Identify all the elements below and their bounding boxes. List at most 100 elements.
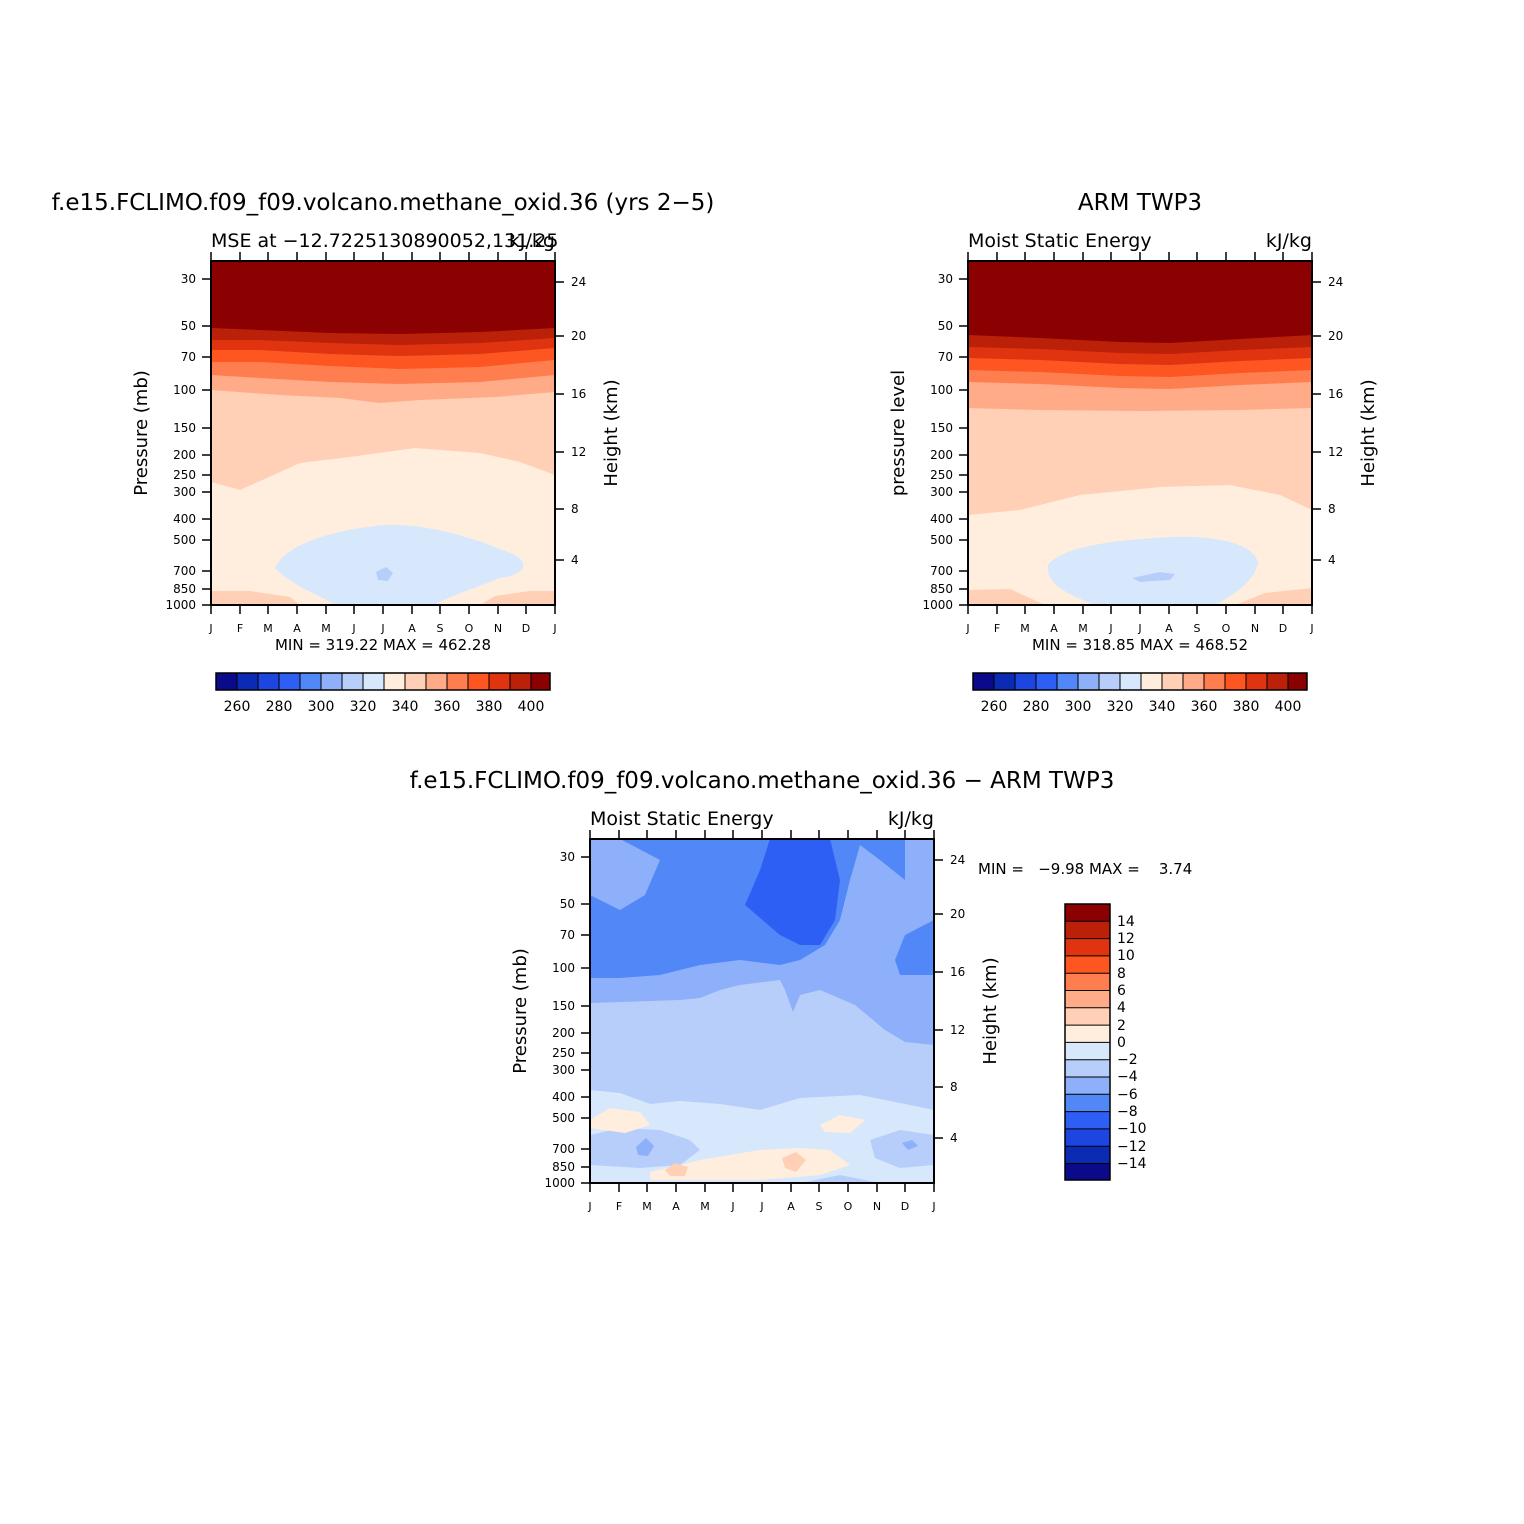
y-tick-label: 50 [938,319,953,333]
y2-ticks [1312,281,1321,561]
colorbar-label: 8 [1117,966,1126,982]
x-tick-label: F [616,1200,622,1213]
colorbar-label: 320 [350,699,377,715]
x-tick-label: J [1309,622,1313,635]
colorbar-label: 300 [308,699,335,715]
y-tick-label: 300 [552,1063,575,1077]
x-tick-label: S [1194,622,1201,635]
y2-tick-labels: 24 20 16 12 8 4 [571,275,586,567]
x-tick-label: O [465,622,474,635]
y-tick-label: 200 [552,1026,575,1040]
colorbar-label: 380 [1233,699,1260,715]
x-tick-label: J [380,622,384,635]
y-tick-label: 700 [930,564,953,578]
colorbar-label: 260 [224,699,251,715]
colorbar-label: 0 [1117,1035,1126,1051]
colorbar-label: 2 [1117,1018,1126,1034]
y-tick-label: 50 [560,897,575,911]
y-tick-label: 700 [552,1142,575,1156]
x-tick-label: M [321,622,331,635]
x-tick-label: F [237,622,243,635]
y2-tick-label: 24 [1328,275,1343,289]
colorbar-label: 4 [1117,1000,1126,1016]
y-tick-label: 1000 [165,598,196,612]
y-tick-label: 300 [173,485,196,499]
x-ticks [967,252,1313,614]
y-tick-label: 250 [930,468,953,482]
contour-field [590,839,934,1183]
y2-tick-label: 20 [571,329,586,343]
x-tick-label: J [931,1200,935,1213]
y-tick-label: 70 [938,350,953,364]
x-tick-label: F [994,622,1000,635]
panel-model: f.e15.FCLIMO.f09_f09.volcano.methane_oxi… [52,190,715,715]
y2-tick-label: 20 [950,907,965,921]
x-tick-label: M [1078,622,1088,635]
y-tick-label: 30 [181,272,196,286]
min-max-stats: MIN = 319.22 MAX = 462.28 [275,636,491,654]
x-ticks [589,830,935,1192]
y2-tick-label: 16 [950,965,965,979]
y2-tick-label: 8 [571,502,579,516]
colorbar-label: −2 [1117,1052,1138,1068]
y-tick-label: 300 [930,485,953,499]
y-tick-label: 100 [173,383,196,397]
y-tick-label: 100 [930,383,953,397]
y2-tick-label: 8 [1328,502,1336,516]
x-tick-label: J [208,622,212,635]
colorbar-label: 300 [1065,699,1092,715]
x-tick-label: D [901,1200,909,1213]
y-tick-label: 1000 [922,598,953,612]
y-tick-label: 30 [938,272,953,286]
y-tick-label: 70 [560,928,575,942]
colorbar-label: 280 [1023,699,1050,715]
y-tick-label: 150 [930,421,953,435]
colorbar-label: 14 [1117,914,1135,930]
contour-field [211,261,555,605]
x-tick-label: A [1050,622,1058,635]
x-tick-label: D [522,622,530,635]
y2-tick-label: 8 [950,1080,958,1094]
x-tick-labels: J F M A M J J A S O N D J [587,1200,935,1213]
x-tick-label: O [844,1200,853,1213]
colorbar: 260 280 300 320 340 360 380 400 [215,672,551,715]
x-tick-label: A [672,1200,680,1213]
colorbar-label: 12 [1117,931,1135,947]
y2-tick-label: 16 [571,387,586,401]
y2-tick-label: 20 [1328,329,1343,343]
x-tick-label: A [787,1200,795,1213]
units-subtitle: kJ/kg [888,808,934,830]
y-ticks [581,856,590,1184]
colorbar-label: 340 [1149,699,1176,715]
y-tick-labels: 30 50 70 100 150 200 250 300 400 500 700… [544,850,575,1190]
y-tick-label: 400 [930,512,953,526]
min-max-stats: MIN = −9.98 MAX = 3.74 [978,860,1192,878]
left-subtitle: Moist Static Energy [968,230,1152,252]
x-tick-label: O [1222,622,1231,635]
x-tick-label: N [494,622,502,635]
x-tick-labels: J F M A M J J A S O N D J [208,622,556,635]
y2-tick-labels: 24 20 16 12 8 4 [950,853,965,1145]
colorbar-label: 360 [434,699,461,715]
y2-tick-label: 24 [571,275,586,289]
x-tick-label: A [408,622,416,635]
y-axis-label: Pressure (mb) [131,370,152,496]
x-tick-labels: J F M A M J J A S O N D J [965,622,1313,635]
y-axis-label: pressure level [888,370,909,496]
colorbar-label: −6 [1117,1087,1138,1103]
panel-difference: f.e15.FCLIMO.f09_f09.volcano.methane_oxi… [410,768,1193,1213]
x-tick-label: J [965,622,969,635]
colorbar-label: 6 [1117,983,1126,999]
y-tick-label: 100 [552,961,575,975]
x-tick-label: M [1020,622,1030,635]
y-tick-label: 70 [181,350,196,364]
x-tick-label: N [873,1200,881,1213]
x-tick-label: A [293,622,301,635]
y-tick-label: 500 [930,533,953,547]
units-subtitle: kJ/kg [1266,230,1312,252]
colorbar-label: −8 [1117,1104,1138,1120]
x-tick-label: J [730,1200,734,1213]
colorbar-label: −4 [1117,1069,1138,1085]
units-subtitle: kJ/kg [509,230,555,252]
